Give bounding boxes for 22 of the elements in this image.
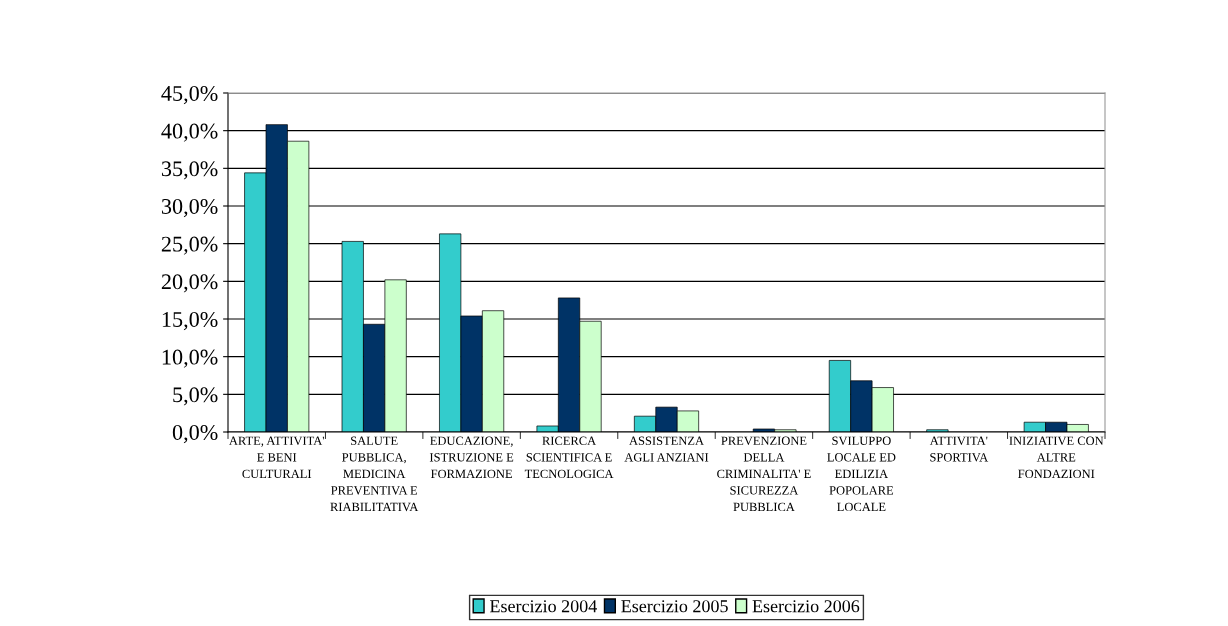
y-tick-label: 15,0% <box>162 311 218 331</box>
y-tick-label: 35,0% <box>161 161 218 180</box>
y-tick-label: 0,0% <box>172 424 218 444</box>
x-tick-label: SVILUPPO LOCALE ED EDILIZIA POPOLARE LOCALE <box>827 436 896 512</box>
y-tick-label: 25,0% <box>161 236 218 255</box>
x-tick-label: PREVENZIONE DELLA CRIMINALITA' E SICUREZZA PUBBLICA <box>717 436 811 512</box>
y-tick-label: 20,0% <box>161 274 218 293</box>
x-tick-label: ARTE, ATTIVITA' E BENI CULTURALI <box>229 436 325 479</box>
x-tick-label: RICERCA SCIENTIFICA E TECNOLOGICA <box>524 436 614 479</box>
x-tick-label: ATTIVITA' SPORTIVA <box>929 436 989 462</box>
y-tick-label: 30,0% <box>161 198 218 218</box>
x-tick-label: SALUTE PUBBLICA, MEDICINA PREVENTIVA E RIABILITATIVA <box>330 436 419 512</box>
x-tick-label: EDUCAZIONE, ISTRUZIONE E FORMAZIONE <box>429 436 514 479</box>
legend-label: Esercizio 2004 <box>489 600 597 613</box>
y-tick-label: 10,0% <box>162 349 218 368</box>
x-tick-label: ASSISTENZA AGLI ANZIANI <box>624 436 709 462</box>
x-tick-label: INIZIATIVE CON ALTRE FONDAZIONI <box>1009 436 1104 479</box>
y-tick-label: 5,0% <box>173 387 218 406</box>
legend-label: Esercizio 2006 <box>752 600 860 613</box>
y-tick-label: 45,0% <box>161 85 218 105</box>
legend-label: Esercizio 2005 <box>621 600 728 613</box>
y-tick-label: 40,0% <box>161 123 218 142</box>
